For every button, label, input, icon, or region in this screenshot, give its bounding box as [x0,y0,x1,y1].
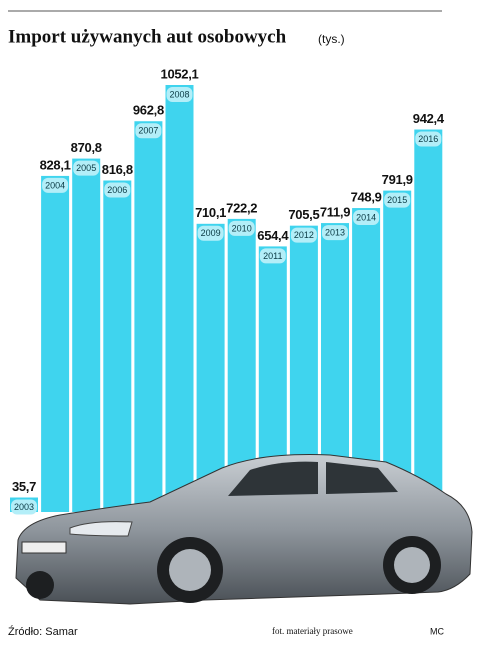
car-photo [15,454,473,605]
year-pill [197,225,224,241]
bar [72,158,101,513]
x-tick-label: 2004 [45,180,65,190]
x-tick-label: 2012 [294,230,314,240]
year-pill [228,220,255,236]
bars: 2003 35,7 2004 828,1 2005 870,8 2006 816,8 2007 9… [10,66,445,515]
year-pill [259,248,286,264]
year-pill [73,160,100,176]
value-label: 1052,1 [161,66,199,81]
bar [103,180,132,512]
value-label: 870,8 [71,140,102,155]
x-tick-label: 2014 [356,212,376,222]
unit: (tys.) [318,32,345,46]
value-label: 962,8 [133,103,164,118]
value-label: 705,5 [288,207,319,222]
x-tick-label: 2008 [169,89,189,99]
x-tick-label: 2015 [387,195,407,205]
year-pill [135,123,162,139]
year-pill [42,177,69,193]
value-label: 710,1 [195,205,226,220]
year-pill [322,225,348,241]
value-label: 828,1 [40,157,71,172]
value-label: 748,9 [351,189,382,204]
value-label: 942,4 [413,111,445,126]
value-label: 654,4 [257,228,289,243]
x-tick-label: 2005 [76,163,96,173]
bar [134,121,163,512]
x-tick-label: 2006 [107,185,127,195]
year-pill [11,499,37,515]
bar [165,85,194,512]
x-tick-label: 2016 [418,134,438,144]
value-label: 722,2 [226,200,257,215]
x-tick-label: 2007 [138,126,158,136]
chart-title: Import używanych aut osobowych [8,26,287,47]
x-tick-label: 2003 [14,502,34,512]
value-label: 35,7 [12,479,36,494]
photo-credit: fot. materiały prasowe [272,626,353,636]
year-pill [353,210,380,226]
source: Źródło: Samar [8,625,78,638]
x-tick-label: 2009 [201,228,221,238]
bar [414,129,443,513]
bar [41,175,70,513]
year-pill [290,227,317,243]
x-tick-label: 2013 [325,227,345,237]
bar [196,223,225,512]
author: MC [430,626,444,636]
x-tick-label: 2010 [232,223,252,233]
bar [383,190,412,512]
year-pill [166,87,193,102]
value-label: 816,8 [102,162,133,177]
value-label: 791,9 [382,172,413,187]
year-pill [104,182,131,198]
value-label: 711,9 [320,205,350,220]
year-pill [384,192,411,208]
year-pill [415,131,442,147]
x-tick-label: 2011 [263,251,282,261]
